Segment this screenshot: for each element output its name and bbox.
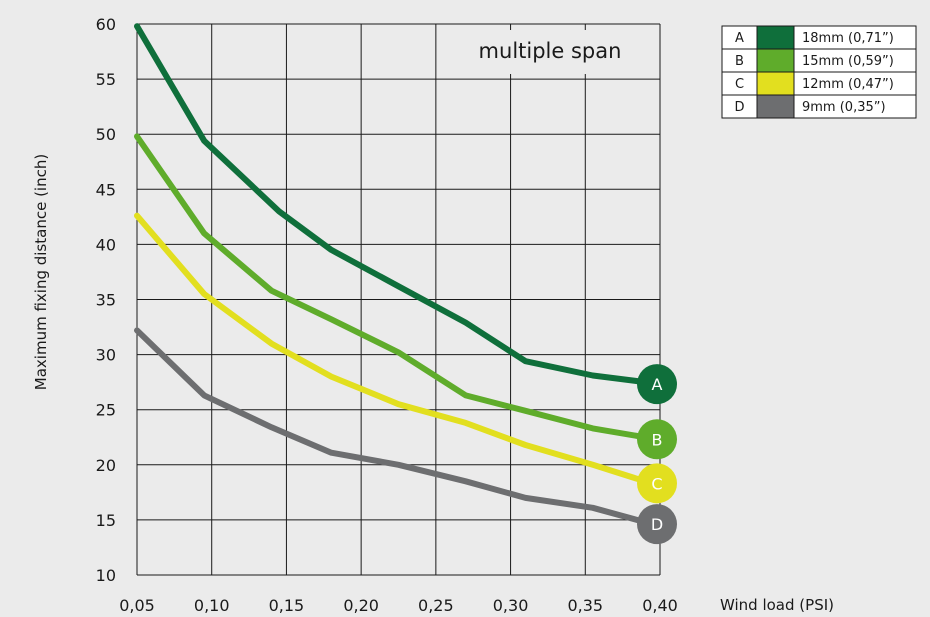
series-layer: [134, 23, 649, 526]
legend: A 18mm (0,71”) B 15mm (0,59”) C 12mm (0,47”) D…: [721, 25, 917, 119]
title-background: [448, 30, 656, 74]
x-axis-label: Wind load (PSI): [720, 596, 834, 614]
series-line-D: [134, 327, 649, 526]
end-marker-B: B: [637, 419, 677, 460]
x-tick-label: 0,40: [642, 596, 678, 615]
x-tick-label: 0,05: [119, 596, 155, 615]
y-tick-label: 20: [96, 456, 116, 475]
legend-label: 18mm (0,71”): [802, 31, 894, 46]
legend-label: 12mm (0,47”): [802, 77, 894, 92]
series-line-C: [134, 212, 649, 485]
end-marker-circle: [637, 463, 677, 504]
legend-swatch: [756, 94, 795, 119]
legend-row-A: A 18mm (0,71”): [721, 25, 917, 50]
legend-letter: A: [735, 31, 744, 46]
end-marker-circle: [637, 419, 677, 460]
end-marker-A: A: [637, 364, 677, 405]
end-marker-circle: [637, 504, 677, 545]
legend-row-C: C 12mm (0,47”): [721, 71, 917, 96]
y-tick-label: 55: [96, 70, 116, 89]
legend-letter: C: [735, 77, 744, 92]
y-axis-label: Maximum fixing distance (inch): [32, 154, 50, 390]
x-tick-label: 0,10: [194, 596, 230, 615]
legend-letter: B: [735, 54, 744, 69]
legend-swatch: [756, 71, 795, 96]
end-marker-D: D: [637, 504, 677, 545]
legend-letter: D: [734, 100, 744, 115]
series-end-markers: A B C D: [637, 364, 677, 545]
legend-row-B: B 15mm (0,59”): [721, 48, 917, 73]
y-tick-label: 40: [96, 235, 116, 254]
end-marker-label: A: [652, 375, 663, 394]
x-tick-label: 0,30: [493, 596, 529, 615]
end-marker-circle: [637, 364, 677, 405]
y-tick-label: 50: [96, 125, 116, 144]
legend-row-D: D 9mm (0,35”): [721, 94, 917, 119]
y-tick-label: 10: [96, 566, 116, 585]
y-tick-label: 15: [96, 511, 116, 530]
end-marker-label: B: [652, 430, 663, 449]
x-tick-label: 0,25: [418, 596, 454, 615]
x-tick-label: 0,15: [269, 596, 305, 615]
y-tick-label: 60: [96, 15, 116, 34]
tick-labels: 0,05 0,10 0,15 0,20 0,25 0,30 0,35 0,40 10 15 20 25…: [96, 15, 678, 615]
chart-title: multiple span: [479, 39, 622, 63]
y-tick-label: 25: [96, 401, 116, 420]
end-marker-C: C: [637, 463, 677, 504]
y-tick-label: 30: [96, 346, 116, 365]
y-tick-label: 35: [96, 291, 116, 310]
x-tick-label: 0,20: [343, 596, 379, 615]
y-tick-label: 45: [96, 180, 116, 199]
legend-label-cell: [793, 94, 917, 119]
legend-swatch: [756, 48, 795, 73]
legend-label: 15mm (0,59”): [802, 54, 894, 69]
legend-swatch: [756, 25, 795, 50]
series-line-A: [134, 23, 649, 386]
end-marker-label: C: [651, 474, 662, 493]
end-marker-label: D: [651, 515, 663, 534]
series-line-B: [134, 133, 649, 441]
legend-label: 9mm (0,35”): [802, 100, 886, 115]
x-tick-label: 0,35: [567, 596, 603, 615]
